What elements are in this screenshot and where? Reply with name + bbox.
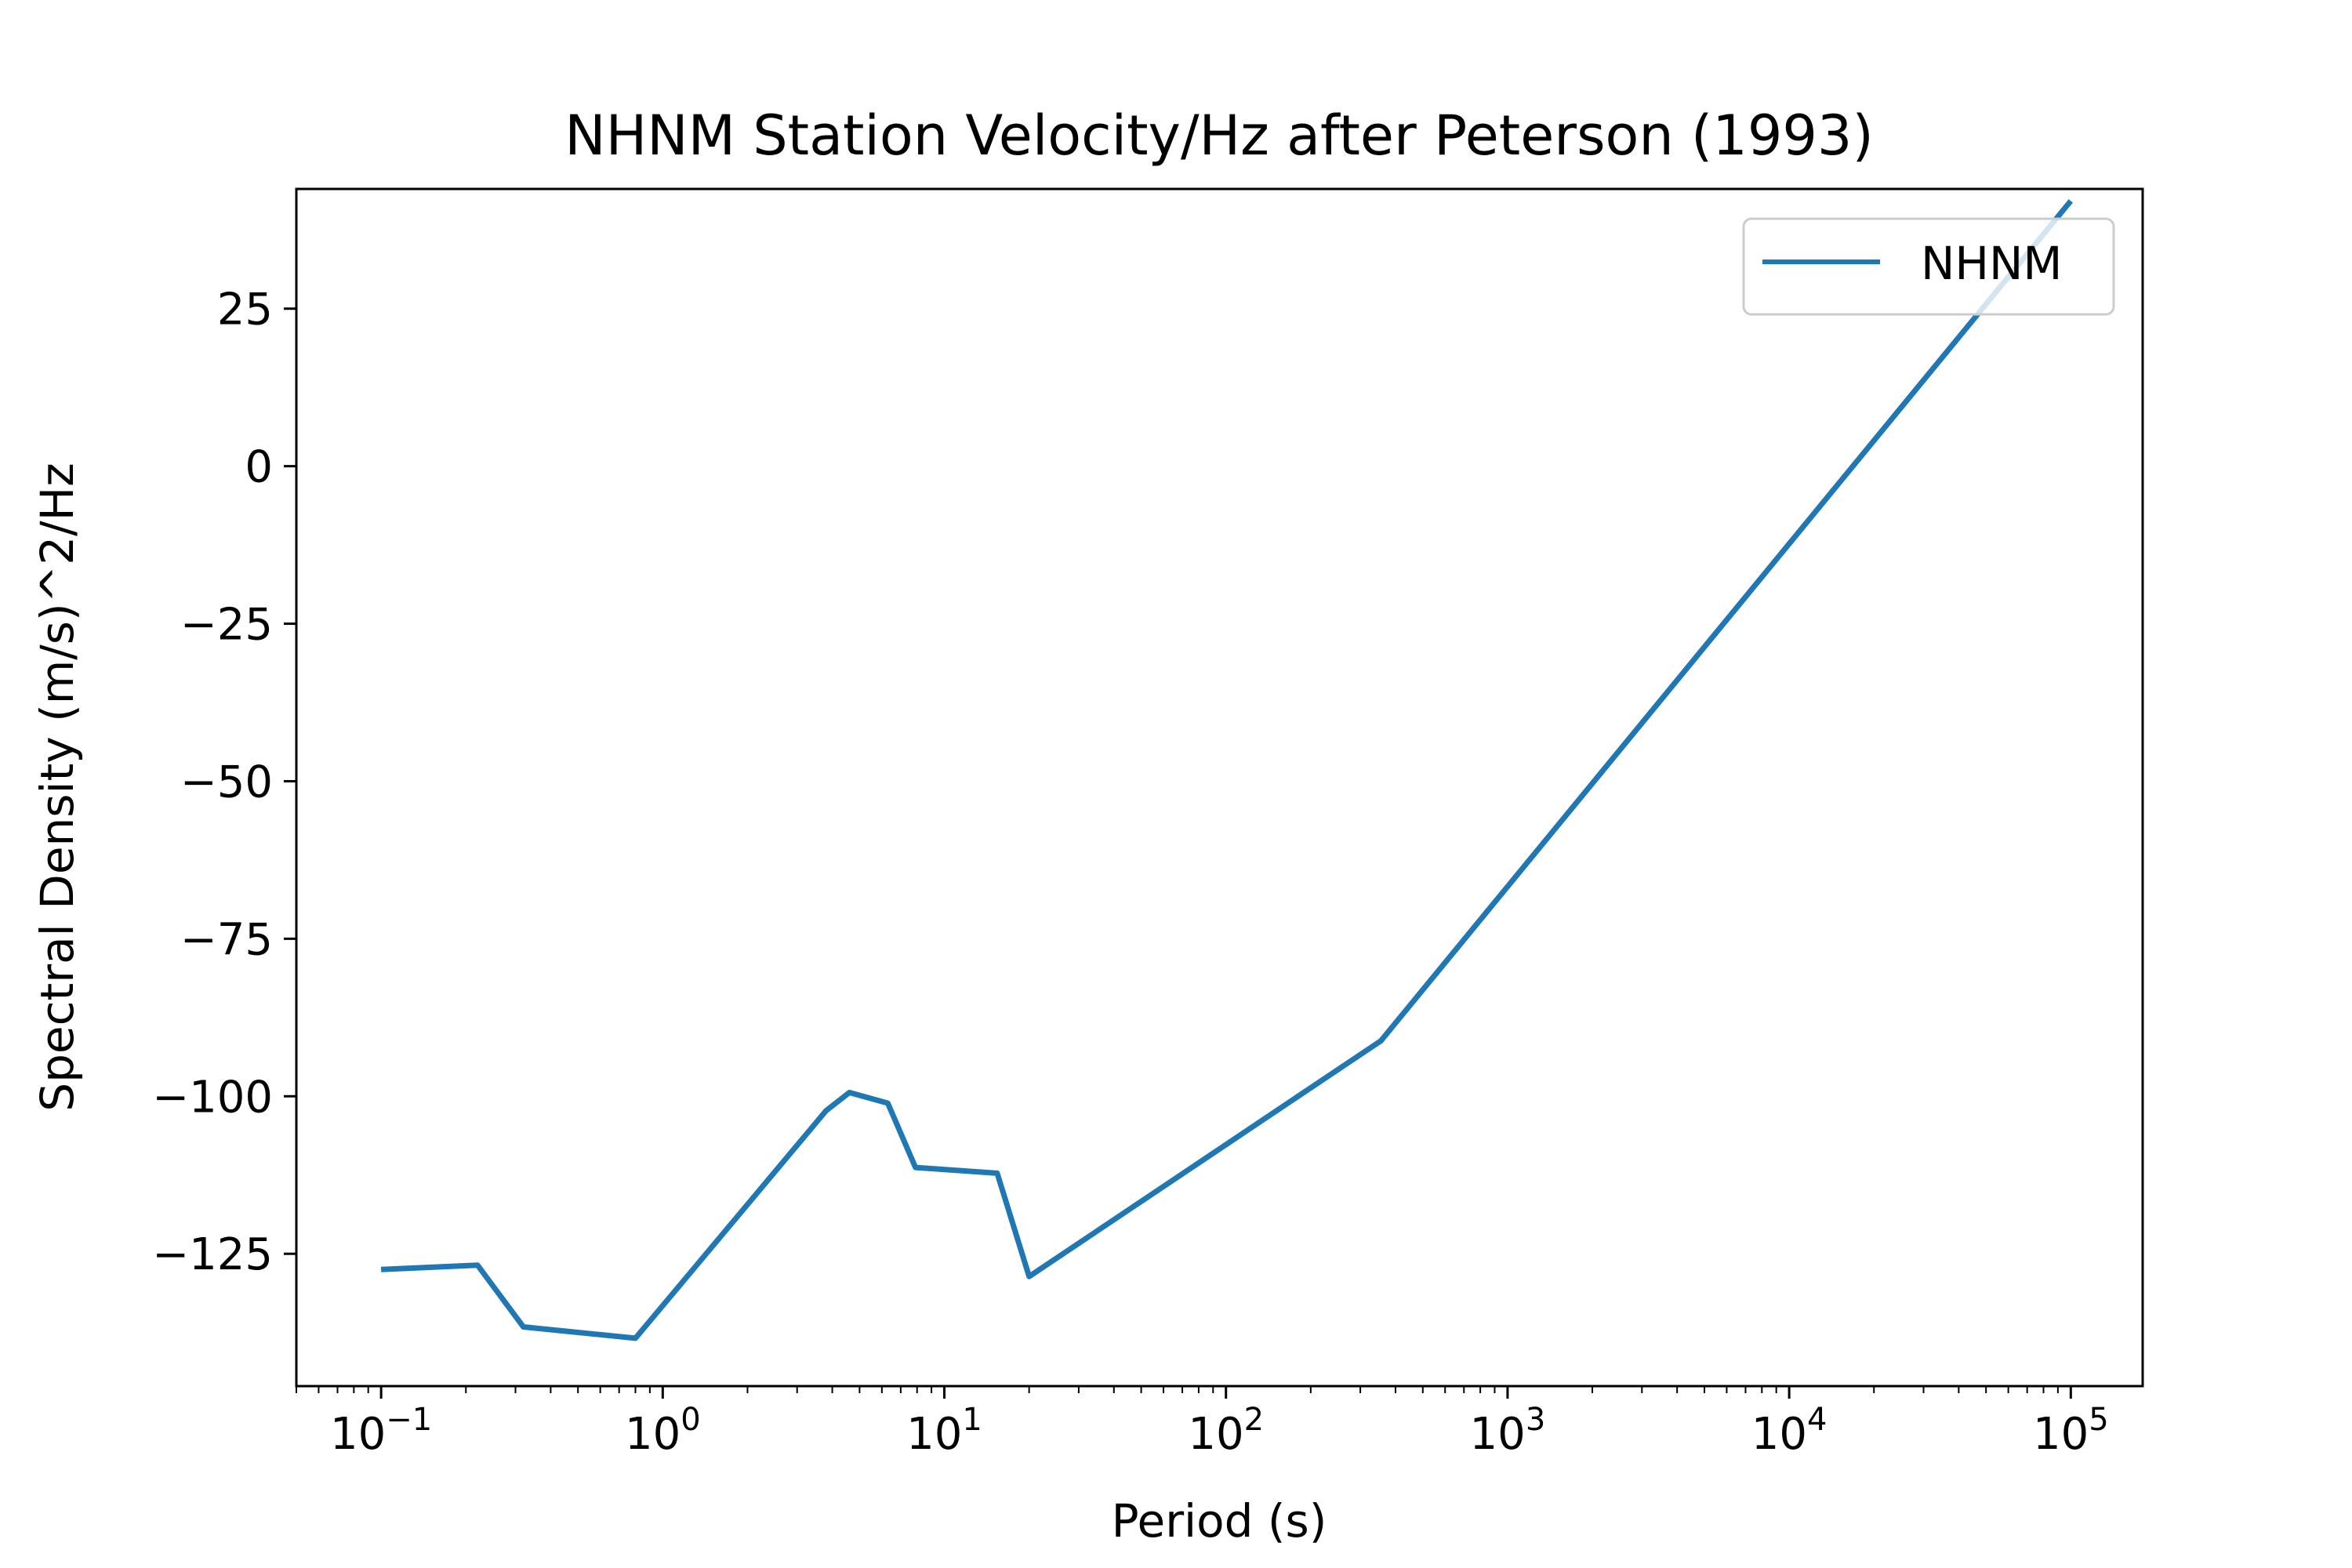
legend: NHNM <box>1742 217 2115 316</box>
x-axis-label: Period (s) <box>1112 1494 1327 1548</box>
x-tick-label: 103 <box>1470 1402 1546 1460</box>
y-tick-label: 25 <box>217 285 273 336</box>
y-axis-label: Spectral Density (m/s)^2/Hz <box>31 463 84 1111</box>
plot-marks <box>380 199 2074 1341</box>
plot-frame <box>295 187 2144 1388</box>
x-tick-label: 10−1 <box>330 1402 432 1460</box>
y-axis: 25 0 −25 −50 −75 −100 −125 <box>152 285 296 1280</box>
y-tick-label: −75 <box>180 914 273 965</box>
x-tick-label: 104 <box>1751 1402 1828 1460</box>
y-tick-label: −25 <box>180 600 273 651</box>
x-tick-label: 100 <box>625 1402 701 1460</box>
x-tick-label: 101 <box>906 1402 982 1460</box>
chart-title: NHNM Station Velocity/Hz after Peterson … <box>564 103 1874 168</box>
y-tick-label: −50 <box>180 757 273 808</box>
y-tick-label: 0 <box>245 442 273 493</box>
x-axis: 10−1 100 101 102 103 104 105 <box>296 1386 2109 1460</box>
series-line-nhnm <box>380 199 2074 1341</box>
x-tick-label: 102 <box>1188 1402 1264 1460</box>
y-tick-label: −100 <box>152 1072 273 1123</box>
x-tick-label: 105 <box>2033 1402 2109 1460</box>
y-tick-label: −125 <box>152 1229 273 1280</box>
legend-label-nhnm: NHNM <box>1921 237 2062 290</box>
legend-box <box>1742 217 2115 316</box>
